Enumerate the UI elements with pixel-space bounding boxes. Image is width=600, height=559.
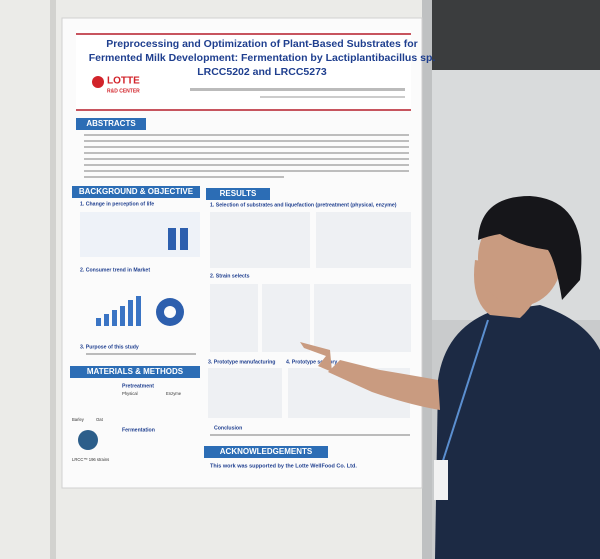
section-header: [72, 186, 200, 198]
person-hair: [478, 196, 582, 300]
poster-title-line: Preprocessing and Optimization of Plant-…: [106, 38, 418, 50]
chart-figure: [262, 284, 310, 352]
figure-icon: [180, 228, 188, 250]
logo-sub: R&D CENTER: [107, 88, 140, 94]
section-title: MATERIALS & METHODS: [87, 367, 184, 376]
subheading: 2. Consumer trend in Market: [80, 267, 150, 273]
poster-title-line: LRCC5202 and LRCC5273: [197, 66, 327, 78]
logo-brand: LOTTE: [107, 76, 140, 87]
text-line: [210, 434, 410, 436]
photo-figure: [208, 368, 282, 418]
ceiling-structure: [430, 0, 600, 70]
section-title: ACKNOWLEDGEMENTS: [220, 447, 313, 456]
section-title: RESULTS: [220, 189, 257, 198]
section-header: [76, 118, 146, 130]
section-header: [70, 366, 200, 378]
strain-image: [78, 430, 98, 450]
label: Physical: [122, 391, 138, 396]
subheading: Fermentation: [122, 427, 155, 433]
acknowledgement: This work was supported by the Lotte Wel…: [210, 463, 357, 469]
frame-right: [422, 0, 432, 559]
subheading: 3. Purpose of this study: [80, 344, 139, 350]
abstract-text: [84, 134, 409, 178]
person-arm: [328, 360, 440, 410]
subheading: 1. Selection of substrates and liquefact…: [210, 202, 397, 208]
subheading: 4. Prototype sensory: [286, 359, 337, 365]
poster-title-line: Fermented Milk Development: Fermentation…: [89, 52, 436, 64]
chart-figure: [210, 284, 258, 352]
pie-hole: [164, 306, 176, 318]
section-header: [204, 446, 328, 458]
chart-figure: [316, 212, 411, 268]
subheading: Conclusion: [214, 425, 242, 431]
label: Enzyme: [166, 391, 182, 396]
logo-mark: [92, 76, 104, 88]
table-figure: [210, 212, 310, 268]
bar-figure: [96, 296, 141, 326]
chart-figure: [314, 284, 411, 352]
section-title: ABSTRACTS: [86, 119, 136, 128]
authors: [190, 88, 405, 91]
figure-icon: [168, 228, 176, 250]
section-header: [206, 188, 270, 200]
subheading: 3. Prototype manufacturing: [208, 359, 275, 365]
frame-left: [50, 0, 56, 559]
label: Oat: [96, 417, 104, 422]
text-line: [86, 353, 196, 355]
person-hand: [300, 342, 332, 372]
label: Barley: [72, 417, 85, 422]
subheading: 1. Change in perception of life: [80, 201, 154, 207]
subheading: 2. Strain selects: [210, 273, 250, 279]
lanyard: [439, 319, 489, 471]
name-badge: [434, 460, 448, 500]
label: LRCC™ 196 strains: [72, 457, 109, 462]
person-shirt: [435, 305, 600, 559]
section-title: BACKGROUND & OBJECTIVE: [79, 187, 194, 196]
subheading: Pretreatment: [122, 383, 154, 389]
affiliations: [260, 96, 405, 98]
